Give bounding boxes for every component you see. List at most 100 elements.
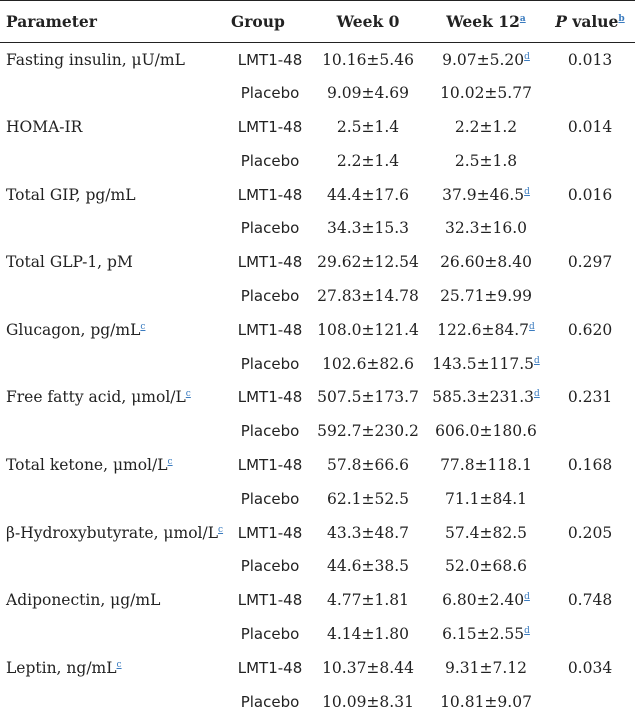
parameter-cell: Glucagon, pg/mLc bbox=[0, 313, 231, 347]
week0-cell: 62.1±52.5 bbox=[309, 482, 427, 516]
parameter-label: Free fatty acid, μmol/L bbox=[6, 388, 186, 406]
week12-value: 52.0±68.6 bbox=[445, 557, 527, 575]
week12-cell: 6.15±2.55d bbox=[427, 617, 545, 651]
week12-cell: 9.07±5.20d bbox=[427, 43, 545, 77]
header-week12-label: Week 12 bbox=[446, 12, 520, 31]
week0-cell: 9.09±4.69 bbox=[309, 76, 427, 110]
week0-cell: 4.77±1.81 bbox=[309, 583, 427, 617]
parameter-cell-empty bbox=[0, 549, 231, 583]
group-cell: LMT1-48 bbox=[231, 245, 309, 279]
parameter-cell-empty bbox=[0, 211, 231, 245]
footnote-link[interactable]: c bbox=[140, 322, 145, 332]
parameter-cell-empty bbox=[0, 144, 231, 178]
week12-cell: 585.3±231.3d bbox=[427, 380, 545, 414]
group-cell: Placebo bbox=[231, 144, 309, 178]
week12-value: 9.07±5.20 bbox=[442, 51, 524, 69]
parameter-label: β-Hydroxybutyrate, μmol/L bbox=[6, 524, 218, 542]
week12-cell: 52.0±68.6 bbox=[427, 549, 545, 583]
week12-value: 26.60±8.40 bbox=[440, 253, 532, 271]
week12-value: 77.8±118.1 bbox=[440, 456, 532, 474]
group-cell: LMT1-48 bbox=[231, 43, 309, 77]
p-value-cell: 0.014 bbox=[545, 110, 635, 144]
week0-cell: 34.3±15.3 bbox=[309, 211, 427, 245]
parameter-label: HOMA-IR bbox=[6, 118, 82, 136]
footnote-link[interactable]: d bbox=[524, 626, 530, 636]
header-group: Group bbox=[231, 1, 309, 43]
header-p-value: P valueb bbox=[545, 1, 635, 43]
parameter-label: Total ketone, μmol/L bbox=[6, 456, 168, 474]
parameter-cell: Free fatty acid, μmol/Lc bbox=[0, 380, 231, 414]
p-value-cell: 0.231 bbox=[545, 380, 635, 414]
week0-cell: 10.37±8.44 bbox=[309, 651, 427, 685]
parameter-cell: Total GLP-1, pM bbox=[0, 245, 231, 279]
group-cell: LMT1-48 bbox=[231, 651, 309, 685]
footnote-link[interactable]: c bbox=[186, 389, 191, 399]
p-value-cell: 0.297 bbox=[545, 245, 635, 279]
week0-cell: 10.09±8.31 bbox=[309, 685, 427, 718]
parameter-cell-empty bbox=[0, 347, 231, 381]
week12-cell: 37.9±46.5d bbox=[427, 178, 545, 212]
week0-cell: 2.2±1.4 bbox=[309, 144, 427, 178]
parameter-label: Adiponectin, μg/mL bbox=[6, 591, 160, 609]
week12-value: 2.5±1.8 bbox=[455, 152, 517, 170]
footnote-link[interactable]: d bbox=[534, 389, 540, 399]
header-week0: Week 0 bbox=[309, 1, 427, 43]
footnote-link[interactable]: c bbox=[168, 457, 173, 467]
week0-cell: 2.5±1.4 bbox=[309, 110, 427, 144]
parameter-cell: Total GIP, pg/mL bbox=[0, 178, 231, 212]
p-value-cell-empty bbox=[545, 549, 635, 583]
p-value-cell-empty bbox=[545, 347, 635, 381]
week0-cell: 108.0±121.4 bbox=[309, 313, 427, 347]
week12-cell: 25.71±9.99 bbox=[427, 279, 545, 313]
week12-value: 6.15±2.55 bbox=[442, 625, 524, 643]
week12-value: 122.6±84.7 bbox=[437, 321, 529, 339]
footnote-link[interactable]: d bbox=[524, 187, 530, 197]
parameter-cell: β-Hydroxybutyrate, μmol/Lc bbox=[0, 516, 231, 550]
week0-cell: 10.16±5.46 bbox=[309, 43, 427, 77]
footnote-link[interactable]: d bbox=[534, 356, 540, 366]
parameter-cell-empty bbox=[0, 279, 231, 313]
week12-value: 2.2±1.2 bbox=[455, 118, 517, 136]
parameter-cell: HOMA-IR bbox=[0, 110, 231, 144]
group-cell: LMT1-48 bbox=[231, 178, 309, 212]
footnote-link[interactable]: d bbox=[524, 52, 530, 62]
parameter-cell-empty bbox=[0, 414, 231, 448]
week12-cell: 32.3±16.0 bbox=[427, 211, 545, 245]
group-cell: Placebo bbox=[231, 279, 309, 313]
footnote-link[interactable]: d bbox=[524, 592, 530, 602]
footnote-link[interactable]: d bbox=[529, 322, 535, 332]
footnote-a-link[interactable]: a bbox=[520, 14, 526, 24]
table-header-row: Parameter Group Week 0 Week 12a P valueb bbox=[0, 1, 635, 43]
week12-cell: 71.1±84.1 bbox=[427, 482, 545, 516]
week12-value: 25.71±9.99 bbox=[440, 287, 532, 305]
week0-cell: 27.83±14.78 bbox=[309, 279, 427, 313]
week0-cell: 44.6±38.5 bbox=[309, 549, 427, 583]
footnote-b-link[interactable]: b bbox=[618, 14, 624, 24]
week12-cell: 57.4±82.5 bbox=[427, 516, 545, 550]
footnote-link[interactable]: c bbox=[117, 660, 122, 670]
footnote-link[interactable]: c bbox=[218, 525, 223, 535]
parameter-label: Total GIP, pg/mL bbox=[6, 186, 136, 204]
parameter-cell: Leptin, ng/mLc bbox=[0, 651, 231, 685]
week12-value: 585.3±231.3 bbox=[432, 388, 534, 406]
parameter-label: Glucagon, pg/mL bbox=[6, 321, 140, 339]
p-value-cell: 0.620 bbox=[545, 313, 635, 347]
week12-value: 71.1±84.1 bbox=[445, 490, 527, 508]
parameter-label: Fasting insulin, μU/mL bbox=[6, 51, 185, 69]
p-value-cell: 0.748 bbox=[545, 583, 635, 617]
group-cell: LMT1-48 bbox=[231, 516, 309, 550]
group-cell: LMT1-48 bbox=[231, 448, 309, 482]
p-value-cell: 0.013 bbox=[545, 43, 635, 77]
p-value-cell-empty bbox=[545, 76, 635, 110]
